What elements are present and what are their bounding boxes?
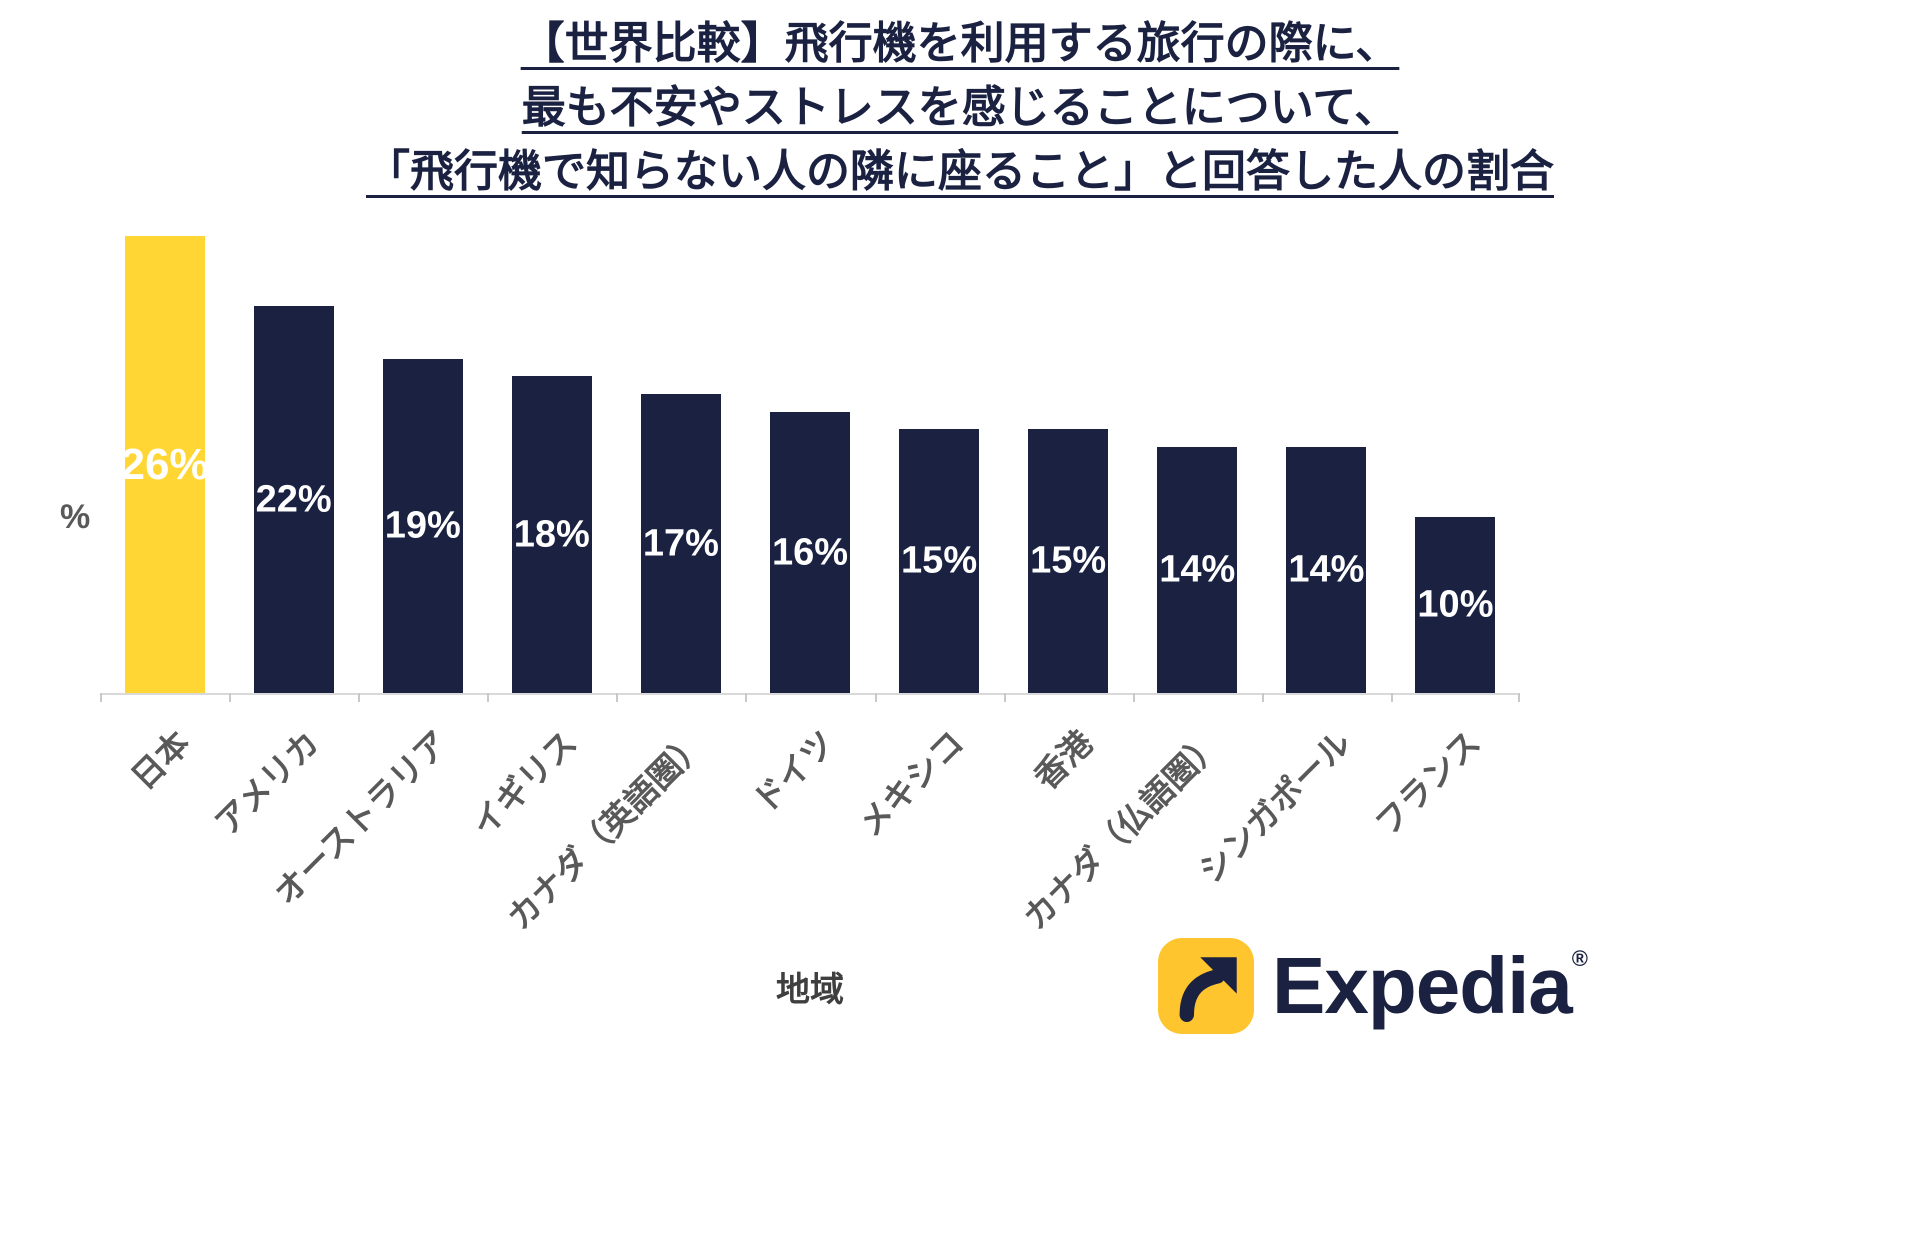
- bar: 15%: [899, 429, 980, 693]
- axis-tick: [1004, 693, 1006, 702]
- axis-tick: [745, 693, 747, 702]
- plot-area: 26% 22% 19% 18% 17% 16% 15% 15% 14% 14% 10%: [100, 220, 1520, 702]
- axis-tick: [1133, 693, 1135, 702]
- axis-tick: [229, 693, 231, 702]
- bar: 16%: [770, 412, 850, 693]
- bar: 18%: [511, 376, 592, 693]
- axis-tick: [487, 693, 489, 702]
- bar-value-label: 19%: [384, 504, 461, 547]
- bar: 17%: [640, 394, 721, 693]
- axis-tick: [616, 693, 618, 702]
- category-label: 香港: [1026, 723, 1100, 797]
- chart-title-line-1: 【世界比較】飛行機を利用する旅行の際に、: [520, 19, 1400, 68]
- axis-tick: [100, 693, 102, 702]
- expedia-logo: Expedia ®: [1158, 938, 1588, 1034]
- x-axis-title: 地域: [776, 971, 844, 1009]
- bar: 14%: [1157, 447, 1238, 693]
- bar: 15%: [1028, 429, 1109, 693]
- expedia-wordmark: Expedia ®: [1272, 940, 1588, 1032]
- category-label: イギリス: [464, 723, 584, 844]
- bar: 14%: [1286, 447, 1367, 693]
- bar: 19%: [382, 359, 463, 693]
- bar: 26%: [120, 236, 209, 693]
- bar-value-label: 16%: [771, 531, 849, 573]
- bar: 22%: [253, 306, 334, 693]
- registered-mark: ®: [1571, 946, 1588, 971]
- category-label: フランス: [1367, 723, 1487, 843]
- bar: 10%: [1415, 517, 1496, 693]
- chart-title-line-3: 「飛行機で知らない人の隣に座ること」と回答した人の割合: [366, 146, 1554, 196]
- bar-value-label: 26%: [120, 439, 209, 489]
- axis-tick: [1262, 693, 1264, 702]
- category-label: メキシコ: [851, 723, 971, 844]
- category-label: アメリカ: [207, 723, 326, 842]
- axis-tick: [1391, 693, 1393, 702]
- bar-value-label: 14%: [1159, 548, 1236, 591]
- bar-value-label: 10%: [1417, 583, 1494, 626]
- category-label: 日本: [123, 723, 197, 797]
- bar-value-label: 17%: [642, 522, 719, 564]
- bar-value-label: 15%: [1030, 539, 1107, 582]
- expedia-wordmark-text: Expedia: [1272, 941, 1573, 1030]
- chart-title: 【世界比較】飛行機を利用する旅行の際に、 最も不安やストレスを感じることについて…: [0, 12, 1920, 203]
- y-axis-label: %: [60, 498, 91, 536]
- bar-value-label: 15%: [901, 539, 978, 582]
- category-label: ドイツ: [745, 723, 842, 820]
- axis-tick: [1518, 693, 1520, 702]
- axis-tick: [358, 693, 360, 702]
- chart-title-line-2: 最も不安やストレスを感じることについて、: [521, 82, 1399, 132]
- axis-tick: [875, 693, 877, 702]
- expedia-arrow-icon: [1158, 938, 1254, 1034]
- bar-value-label: 22%: [255, 478, 332, 520]
- bar-value-label: 18%: [513, 513, 590, 555]
- bar-value-label: 14%: [1288, 548, 1365, 591]
